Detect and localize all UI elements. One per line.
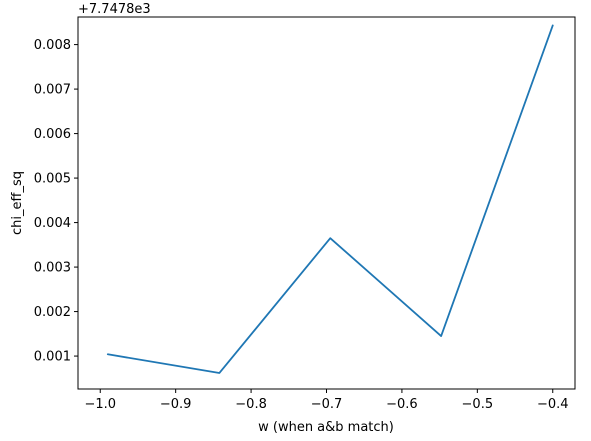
y-axis-label: chi_eff_sq xyxy=(10,171,25,235)
plot-frame xyxy=(77,16,576,390)
y-tick-label: 0.007 xyxy=(34,83,71,98)
x-axis-label: w (when a&b match) xyxy=(258,420,394,435)
series-layer xyxy=(106,24,554,374)
y-offset-label: +7.7478e3 xyxy=(78,2,151,17)
y-tick-label: 0.004 xyxy=(34,216,71,231)
series-line xyxy=(106,24,554,374)
x-tick-label: −0.6 xyxy=(386,397,418,412)
plot-background xyxy=(78,17,575,389)
y-tick-label: 0.006 xyxy=(34,127,71,142)
x-tick-label: −0.9 xyxy=(160,397,192,412)
x-tick-label: −1.0 xyxy=(84,397,116,412)
y-tick-label: 0.005 xyxy=(34,172,71,187)
y-tick-label: 0.003 xyxy=(34,261,71,276)
x-axis-ticks: −1.0 −0.9 −0.8 −0.7 −0.6 −0.5 −0.4 xyxy=(84,389,569,412)
y-axis-ticks: 0.001 0.002 0.003 0.004 0.005 0.006 0.007 0.008 xyxy=(34,38,78,365)
y-tick-label: 0.001 xyxy=(34,350,71,365)
x-tick-label: −0.7 xyxy=(311,397,343,412)
x-tick-label: −0.8 xyxy=(235,397,267,412)
y-tick-label: 0.002 xyxy=(34,305,71,320)
x-tick-label: −0.4 xyxy=(537,397,569,412)
y-tick-label: 0.008 xyxy=(34,38,71,53)
x-tick-label: −0.5 xyxy=(462,397,494,412)
